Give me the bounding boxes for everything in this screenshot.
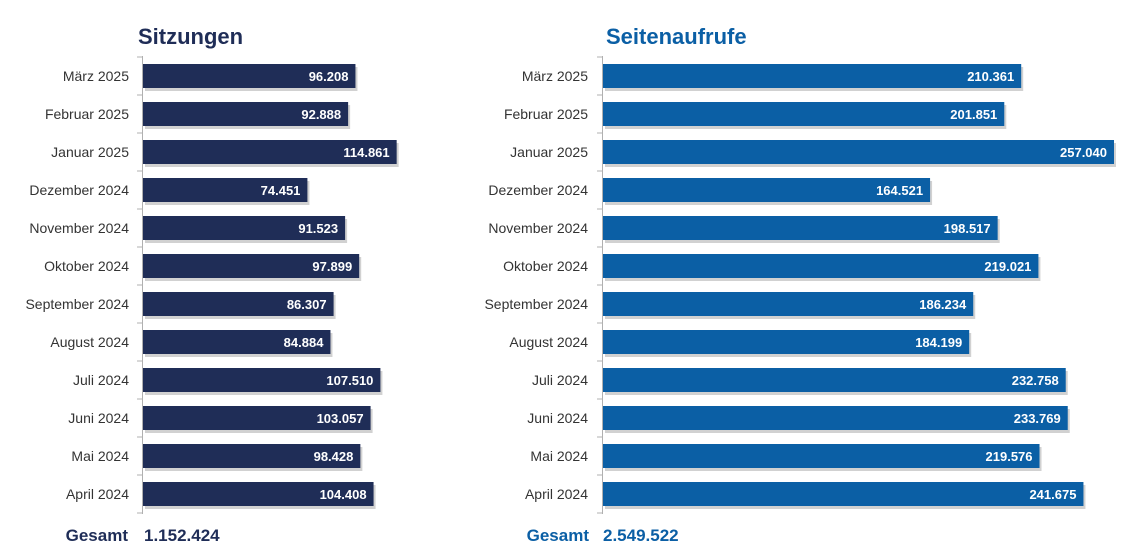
bar: [143, 330, 331, 354]
bar-value-label: 210.361: [967, 69, 1014, 84]
bar-value-label: 98.428: [314, 449, 354, 464]
bar-value-label: 201.851: [950, 107, 997, 122]
bar: [143, 482, 374, 506]
bar: [603, 406, 1068, 430]
bar-value-label: 96.208: [309, 69, 349, 84]
bar-value-label: 97.899: [312, 259, 352, 274]
bar: [603, 140, 1114, 164]
bar: [143, 292, 334, 316]
bar-value-label: 86.307: [287, 297, 327, 312]
bar-value-label: 92.888: [301, 107, 341, 122]
category-label: April 2024: [66, 486, 129, 502]
category-label: Dezember 2024: [488, 182, 588, 198]
bar-value-label: 103.057: [317, 411, 364, 426]
bar: [603, 102, 1005, 126]
bar: [143, 216, 346, 240]
category-label: März 2025: [63, 68, 129, 84]
category-label: Juli 2024: [532, 372, 588, 388]
bar-value-label: 164.521: [876, 183, 923, 198]
category-label: Mai 2024: [530, 448, 588, 464]
category-label: August 2024: [50, 334, 129, 350]
bar: [603, 444, 1040, 468]
bar-value-label: 91.523: [298, 221, 338, 236]
bar-value-label: 233.769: [1014, 411, 1061, 426]
category-label: Oktober 2024: [503, 258, 588, 274]
category-label: September 2024: [25, 296, 129, 312]
category-label: Januar 2025: [510, 144, 588, 160]
bar-value-label: 186.234: [919, 297, 967, 312]
bar: [603, 368, 1066, 392]
chart-title: Seitenaufrufe: [606, 24, 747, 49]
category-label: Februar 2025: [504, 106, 588, 122]
bar: [143, 444, 361, 468]
bar: [603, 292, 974, 316]
bar-value-label: 232.758: [1012, 373, 1059, 388]
bar: [603, 482, 1084, 506]
bar-value-label: 104.408: [320, 487, 367, 502]
category-label: Januar 2025: [51, 144, 129, 160]
bar: [143, 406, 371, 430]
bar-value-label: 257.040: [1060, 145, 1107, 160]
bar: [603, 178, 931, 202]
bar: [143, 368, 381, 392]
bar: [143, 102, 349, 126]
category-label: Juni 2024: [68, 410, 129, 426]
bar-value-label: 107.510: [326, 373, 373, 388]
bar-value-label: 198.517: [944, 221, 991, 236]
bar-value-label: 219.576: [986, 449, 1033, 464]
bar: [143, 254, 360, 278]
chart-title: Sitzungen: [138, 24, 243, 49]
total-value: 1.152.424: [144, 526, 220, 545]
bar-value-label: 74.451: [261, 183, 301, 198]
category-label: Juli 2024: [73, 372, 129, 388]
category-label: Oktober 2024: [44, 258, 129, 274]
bar: [603, 330, 970, 354]
bar-value-label: 84.884: [284, 335, 325, 350]
category-label: September 2024: [484, 296, 588, 312]
category-label: Mai 2024: [71, 448, 129, 464]
bar-value-label: 184.199: [915, 335, 962, 350]
total-value: 2.549.522: [603, 526, 679, 545]
category-label: Dezember 2024: [29, 182, 129, 198]
category-label: November 2024: [29, 220, 129, 236]
bar: [143, 140, 397, 164]
category-label: März 2025: [522, 68, 588, 84]
bar-value-label: 219.021: [984, 259, 1031, 274]
total-label: Gesamt: [527, 526, 590, 545]
category-label: November 2024: [488, 220, 588, 236]
bar: [603, 64, 1022, 88]
bar: [603, 216, 998, 240]
total-label: Gesamt: [66, 526, 129, 545]
category-label: August 2024: [509, 334, 588, 350]
bar: [143, 178, 308, 202]
category-label: Februar 2025: [45, 106, 129, 122]
bar: [603, 254, 1039, 278]
bar-value-label: 114.861: [343, 145, 389, 160]
bar-value-label: 241.675: [1029, 487, 1076, 502]
bar: [143, 64, 356, 88]
category-label: April 2024: [525, 486, 588, 502]
category-label: Juni 2024: [527, 410, 588, 426]
